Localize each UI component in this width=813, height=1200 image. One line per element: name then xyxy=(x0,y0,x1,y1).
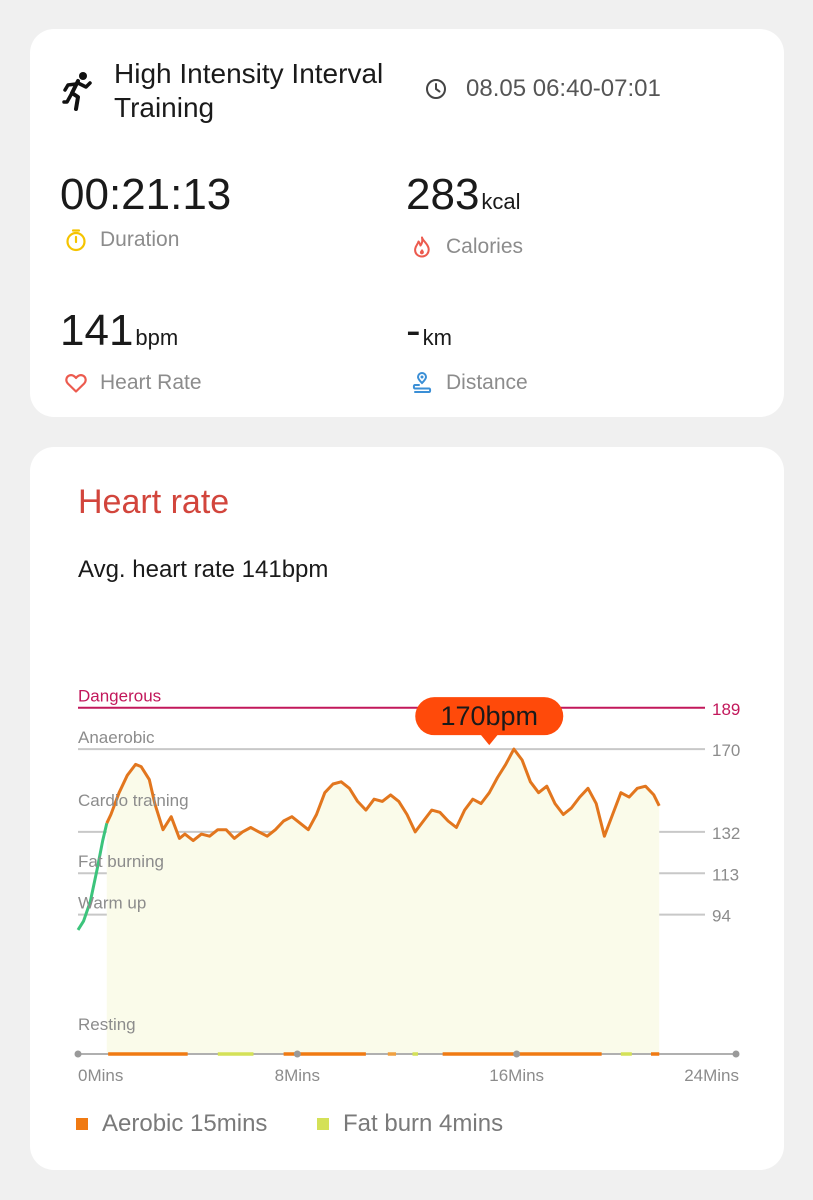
zone-label-resting: Resting xyxy=(78,1015,136,1034)
legend-fat-burn: Fat burn 4mins xyxy=(317,1107,503,1141)
zone-label-cardio-training: Cardio training xyxy=(78,791,189,810)
heart-icon xyxy=(65,374,87,393)
zone-label-fat-burning: Fat burning xyxy=(78,852,164,871)
distance-stat: -km Distance xyxy=(406,306,528,397)
zone-value-132: 132 xyxy=(712,824,740,843)
zone-value-94: 94 xyxy=(712,907,731,926)
zone-value-189: 189 xyxy=(712,700,740,719)
calories-unit: kcal xyxy=(481,189,521,214)
legend-aerobic-label: Aerobic 15mins xyxy=(102,1110,268,1137)
heart-rate-stat: 141bpm Heart Rate xyxy=(60,306,202,397)
distance-value: - xyxy=(406,306,421,355)
duration-value: 00:21:13 xyxy=(60,170,232,219)
calories-label: Calories xyxy=(446,235,524,258)
legend-fat-burn-swatch xyxy=(317,1118,329,1130)
workout-title: High Intensity Interval Training xyxy=(114,58,384,123)
workout-summary-card: High Intensity Interval Training 08.05 0… xyxy=(30,29,784,417)
zone-label-warm-up: Warm up xyxy=(78,893,146,912)
heart-rate-unit: bpm xyxy=(135,325,179,350)
max-heart-rate-bubble xyxy=(415,697,564,736)
heart-rate-value: 141 xyxy=(60,306,134,355)
calories-stat: 283kcal Calories xyxy=(406,170,523,261)
x-tick-dot xyxy=(732,1050,740,1058)
flame-icon xyxy=(414,236,430,258)
legend-fat-burn-label: Fat burn 4mins xyxy=(343,1110,504,1137)
workout-date-range: 08.05 06:40-07:01 xyxy=(466,75,661,102)
x-tick-dot xyxy=(293,1050,301,1058)
heart-rate-title: Heart rate xyxy=(78,483,230,521)
x-tick-label: 24Mins xyxy=(684,1066,739,1085)
heart-rate-line xyxy=(105,747,661,843)
duration-label: Duration xyxy=(100,228,180,251)
x-tick-dot xyxy=(513,1050,521,1058)
running-icon xyxy=(62,72,92,111)
zone-value-170: 170 xyxy=(712,741,740,760)
heart-rate-label: Heart Rate xyxy=(100,371,202,394)
max-heart-rate-label: 170bpm xyxy=(440,701,538,731)
max-heart-rate-pointer xyxy=(480,734,499,746)
heart-rate-line-warmup xyxy=(76,822,109,931)
zone-label-anaerobic: Anaerobic xyxy=(78,728,155,747)
x-tick-dot xyxy=(74,1050,82,1058)
location-route-icon xyxy=(412,371,432,393)
heart-rate-area xyxy=(106,749,660,1054)
x-tick-label: 8Mins xyxy=(275,1066,320,1085)
heart-rate-chart: 189 170 132 113 94 Dangerous Anaerobic Cardio t… xyxy=(74,686,740,1085)
stopwatch-icon xyxy=(66,229,86,252)
zone-value-113: 113 xyxy=(712,865,739,884)
x-tick-label: 0Mins xyxy=(78,1066,123,1085)
x-tick-label: 16Mins xyxy=(489,1066,544,1085)
distance-label: Distance xyxy=(446,371,528,394)
heart-rate-card: Heart rate Avg. heart rate 141bpm 189 170… xyxy=(30,447,784,1170)
legend-aerobic: Aerobic 15mins xyxy=(76,1107,267,1141)
average-heart-rate: Avg. heart rate 141bpm xyxy=(78,556,329,583)
calories-value: 283 xyxy=(406,170,480,219)
clock-icon xyxy=(426,79,446,99)
zone-label-dangerous: Dangerous xyxy=(78,686,161,705)
duration-stat: 00:21:13 Duration xyxy=(60,170,231,254)
legend-aerobic-swatch xyxy=(76,1118,88,1130)
distance-unit: km xyxy=(422,325,452,350)
